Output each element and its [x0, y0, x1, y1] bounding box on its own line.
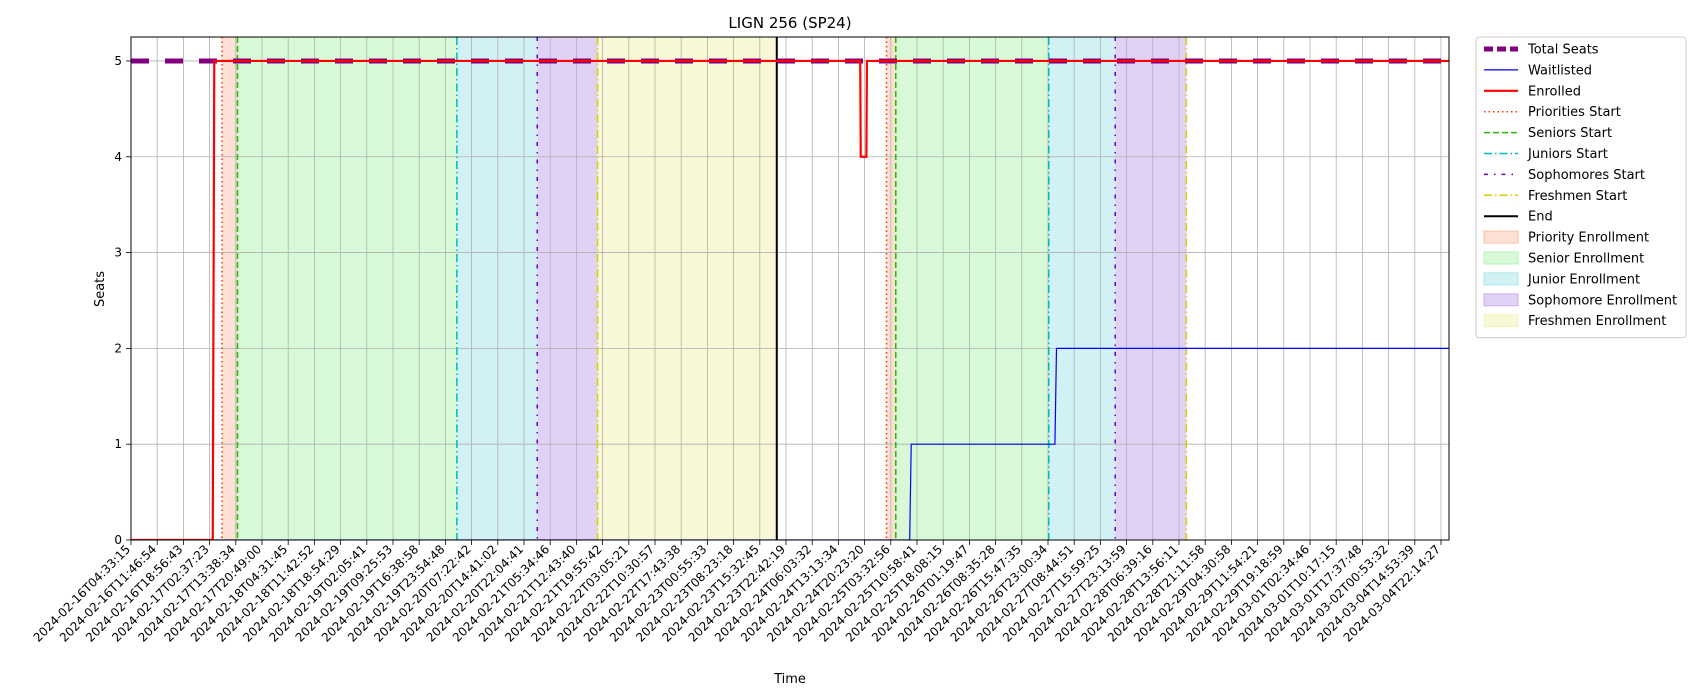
legend-entry: End — [1528, 210, 1553, 225]
y-axis: 0 1 2 3 4 5 — [114, 54, 131, 547]
legend-entry: Waitlisted — [1528, 63, 1592, 78]
legend-entry: Senior Enrollment — [1528, 252, 1644, 267]
legend-frame — [1475, 36, 1687, 339]
legend-entry: Sophomores Start — [1528, 168, 1645, 183]
data-series — [131, 58, 1449, 540]
phase-markers — [221, 37, 1188, 540]
enrollment-spans — [222, 37, 1187, 540]
legend-swatch — [1483, 272, 1519, 286]
y-axis-label: Seats — [93, 271, 108, 307]
legend: Total Seats Waitlisted Enrolled Priorities … — [1475, 36, 1687, 339]
series-enrolled — [131, 59, 1449, 540]
legend-entry: Enrolled — [1528, 84, 1581, 99]
legend-swatch — [1483, 230, 1519, 244]
legend-entry: Freshmen Enrollment — [1528, 314, 1666, 329]
legend-entry: Junior Enrollment — [1527, 272, 1640, 287]
plot-frame — [130, 36, 1450, 541]
legend-swatch — [1483, 251, 1519, 265]
legend-entry: Priority Enrollment — [1528, 231, 1649, 246]
y-tick-label: 5 — [114, 54, 122, 68]
chart-title: LIGN 256 (SP24) — [728, 14, 851, 32]
span-3-1 — [1115, 37, 1187, 540]
span-2-1 — [1048, 37, 1116, 540]
series-waitlisted — [131, 347, 1449, 540]
legend-swatch — [1483, 314, 1519, 328]
legend-entry: Juniors Start — [1527, 147, 1608, 162]
y-tick-label: 2 — [114, 341, 122, 355]
span-2-0 — [456, 37, 538, 540]
span-1-1 — [895, 37, 1049, 540]
y-tick-label: 0 — [114, 533, 122, 547]
y-tick-label: 1 — [114, 437, 122, 451]
span-4-0 — [597, 37, 777, 540]
y-tick-label: 4 — [114, 150, 122, 164]
legend-swatch — [1483, 293, 1519, 307]
legend-entry: Seniors Start — [1528, 126, 1612, 141]
legend-entry: Priorities Start — [1528, 105, 1621, 120]
legend-entry: Freshmen Start — [1528, 189, 1627, 204]
legend-entry: Total Seats — [1527, 43, 1599, 58]
span-3-0 — [537, 37, 598, 540]
span-0-0 — [222, 37, 238, 540]
span-1-0 — [237, 37, 457, 540]
legend-entry: Sophomore Enrollment — [1528, 293, 1677, 308]
y-tick-label: 3 — [114, 246, 122, 260]
x-axis-label: Time — [773, 672, 806, 687]
x-axis: 2024-02-16T04:33:152024-02-16T11:46:5420… — [31, 540, 1443, 645]
